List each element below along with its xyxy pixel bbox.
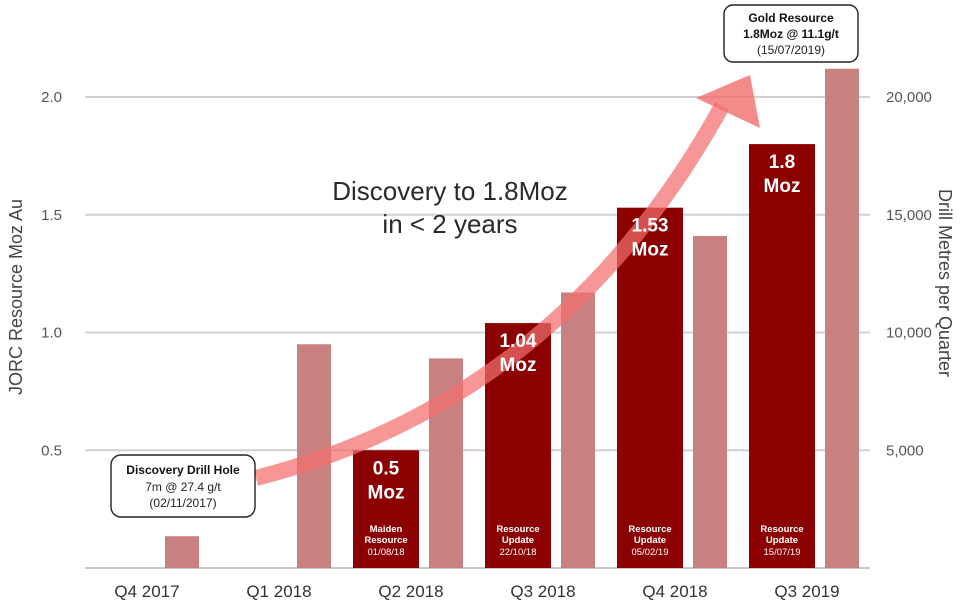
headline-line-2: in < 2 years (382, 209, 517, 239)
resource-unit-label: Moz (632, 240, 669, 261)
growth-arrow-shaft (254, 102, 730, 486)
gold-callout-box (723, 4, 859, 63)
growth-arrow-head (696, 75, 760, 128)
discovery-callout-box (110, 454, 256, 518)
x-tick-label: Q2 2018 (378, 582, 443, 601)
resource-value-label: 0.5 (373, 458, 400, 479)
y2-tick-label: 10,000 (886, 325, 932, 342)
drill-metres-bars (165, 68, 859, 569)
axis-ticks: 0.5 1.0 1.5 2.0 5,000 10,000 15,000 20,000 (41, 89, 932, 459)
resource-unit-label: Moz (764, 176, 801, 197)
resource-unit-label: Moz (368, 482, 405, 503)
drill-metres-bar (561, 292, 595, 568)
y2-tick-label: 15,000 (886, 207, 932, 224)
gold-callout-title-1: Gold Resource (748, 11, 834, 25)
resource-note-line-2: Resource (364, 535, 407, 546)
x-tick-label: Q3 2018 (510, 582, 575, 601)
y-axis-title: JORC Resource Moz Au (6, 199, 26, 395)
resource-date-label: 22/10/18 (500, 547, 537, 558)
resource-unit-label: Moz (500, 355, 537, 376)
resource-note-line-2: Update (502, 535, 534, 546)
resource-date-label: 15/07/19 (764, 547, 801, 558)
y2-axis-title: Drill Metres per Quarter (935, 189, 955, 377)
x-tick-label: Q1 2018 (246, 582, 311, 601)
resource-bar (749, 144, 815, 568)
resource-date-label: 05/02/19 (632, 547, 669, 558)
resource-bar (353, 450, 419, 568)
y-tick-label: 1.0 (41, 325, 62, 342)
resource-note-line-1: Resource (628, 524, 671, 535)
resource-bar-labels: 0.5MozMaidenResource01/08/181.04MozResou… (364, 152, 803, 558)
y2-tick-label: 5,000 (886, 442, 924, 459)
gold-resource-callout: Gold Resource 1.8Moz @ 11.1g/t (15/07/20… (723, 4, 859, 63)
headline-annotation: Discovery to 1.8Moz in < 2 years (332, 176, 568, 239)
resource-note-line-1: Resource (496, 524, 539, 535)
gold-callout-title-2: 1.8Moz @ 11.1g/t (743, 27, 839, 41)
resource-note-line-1: Resource (760, 524, 803, 535)
resource-value-label: 1.53 (632, 216, 669, 237)
drill-metres-bar (165, 536, 199, 568)
grid-lines (85, 96, 870, 569)
drill-metres-bar (693, 235, 727, 568)
y2-tick-label: 20,000 (886, 89, 932, 106)
resource-note-line-2: Update (766, 535, 798, 546)
y-tick-label: 1.5 (41, 207, 62, 224)
y-tick-label: 2.0 (41, 89, 62, 106)
x-tick-label: Q4 2017 (114, 582, 179, 601)
resource-value-label: 1.04 (500, 331, 537, 352)
resource-note-line-1: Maiden (370, 524, 403, 535)
discovery-callout-line-1: 7m @ 27.4 g/t (145, 480, 221, 494)
x-tick-label: Q3 2019 (774, 582, 839, 601)
resource-date-label: 01/08/18 (368, 547, 405, 558)
x-tick-label: Q4 2018 (642, 582, 707, 601)
drill-metres-bar (825, 68, 859, 569)
discovery-callout-title: Discovery Drill Hole (126, 463, 240, 477)
discovery-callout: Discovery Drill Hole 7m @ 27.4 g/t (02/1… (110, 454, 256, 518)
discovery-callout-line-2: (02/11/2017) (149, 496, 216, 510)
gold-callout-date: (15/07/2019) (757, 43, 825, 57)
resource-value-label: 1.8 (769, 152, 795, 173)
growth-arrow (254, 75, 760, 486)
headline-line-1: Discovery to 1.8Moz (332, 176, 568, 206)
resource-note-line-2: Update (634, 535, 666, 546)
category-labels: Q4 2017 Q1 2018 Q2 2018 Q3 2018 Q4 2018 Q3 20… (114, 582, 839, 601)
y-tick-label: 0.5 (41, 442, 62, 459)
resource-bar (617, 207, 683, 568)
